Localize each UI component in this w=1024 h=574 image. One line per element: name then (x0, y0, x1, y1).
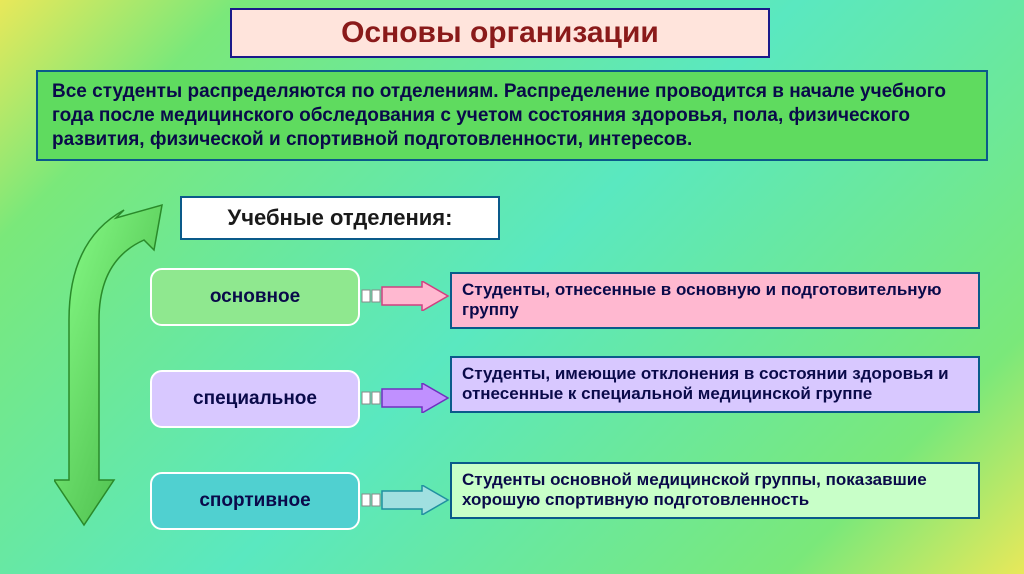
description-box-special: Студенты, имеющие отклонения в состоянии… (450, 356, 980, 413)
category-label: основное (210, 286, 300, 308)
arrow-connector-icon (360, 485, 450, 515)
description-text: Студенты, имеющие отклонения в состоянии… (462, 364, 949, 403)
description-box-main: Студенты, отнесенные в основную и подгот… (450, 272, 980, 329)
title-box: Основы организации (230, 8, 770, 58)
category-box-special: специальное (150, 370, 360, 428)
intro-box: Все студенты распределяются по отделения… (36, 70, 988, 161)
description-box-sport: Студенты основной медицинской группы, по… (450, 462, 980, 519)
subtitle-box: Учебные отделения: (180, 196, 500, 240)
category-label: специальное (193, 388, 317, 410)
description-text: Студенты, отнесенные в основную и подгот… (462, 280, 942, 319)
arrow-connector-icon (360, 383, 450, 413)
category-box-main: основное (150, 268, 360, 326)
description-text: Студенты основной медицинской группы, по… (462, 470, 927, 509)
page-title: Основы организации (341, 16, 659, 50)
arrow-connector-icon (360, 281, 450, 311)
category-label: спортивное (199, 490, 310, 512)
subtitle-text: Учебные отделения: (228, 205, 453, 231)
category-box-sport: спортивное (150, 472, 360, 530)
intro-text: Все студенты распределяются по отделения… (52, 81, 946, 150)
